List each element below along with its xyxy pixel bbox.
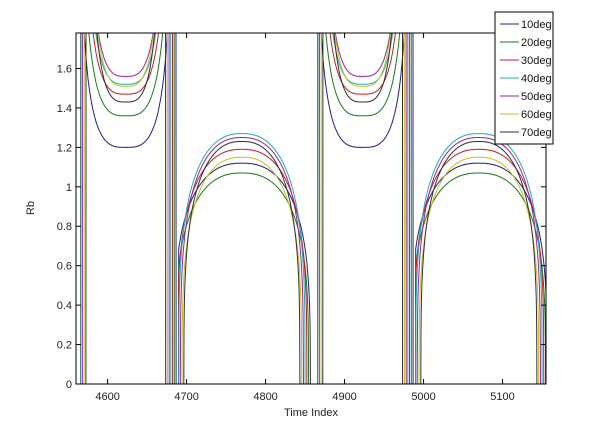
series-line-60deg bbox=[76, 33, 546, 384]
x-tick-label: 5000 bbox=[411, 391, 435, 403]
y-tick-label: 0 bbox=[66, 379, 72, 391]
legend-entry: 60deg bbox=[521, 109, 552, 121]
y-axis-label: Rb bbox=[25, 201, 37, 215]
legend-entry: 20deg bbox=[521, 37, 552, 49]
x-tick-label: 4600 bbox=[95, 391, 119, 403]
x-axis-label: Time Index bbox=[284, 407, 339, 419]
y-tick-label: 0.4 bbox=[57, 300, 72, 312]
y-tick-label: 1.6 bbox=[57, 63, 72, 75]
y-tick-label: 1.2 bbox=[57, 142, 72, 154]
series-line-70deg bbox=[76, 33, 546, 384]
legend-entry: 10deg bbox=[521, 19, 552, 31]
legend-entry: 40deg bbox=[521, 73, 552, 85]
series-layer bbox=[76, 33, 546, 384]
y-tick-label: 0.8 bbox=[57, 221, 72, 233]
series-line-20deg bbox=[76, 33, 546, 384]
plot-frame bbox=[75, 32, 547, 385]
series-line-50deg bbox=[76, 33, 546, 384]
series-line-10deg bbox=[76, 33, 546, 384]
legend-entry: 70deg bbox=[521, 127, 552, 139]
x-tick-label: 4900 bbox=[332, 391, 356, 403]
y-tick-label: 1 bbox=[66, 182, 72, 194]
y-tick-label: 0.2 bbox=[57, 340, 72, 352]
x-tick-label: 4700 bbox=[174, 391, 198, 403]
legend-entry: 50deg bbox=[521, 91, 552, 103]
legend-entry: 30deg bbox=[521, 55, 552, 67]
series-line-40deg bbox=[76, 33, 546, 384]
plot-area bbox=[76, 33, 546, 384]
y-tick-label: 1.4 bbox=[57, 103, 72, 115]
legend: 10deg 20deg 30deg 40deg 50deg 60deg 70deg bbox=[494, 11, 554, 145]
x-tick-label: 5100 bbox=[490, 391, 514, 403]
x-tick-label: 4800 bbox=[253, 391, 277, 403]
ticks-layer: 4600 4700 4800 4900 5000 5100 0 0.2 0.4 0.6 0.8 1 1.… bbox=[57, 33, 546, 403]
series-line-30deg bbox=[76, 33, 546, 384]
y-tick-label: 0.6 bbox=[57, 261, 72, 273]
